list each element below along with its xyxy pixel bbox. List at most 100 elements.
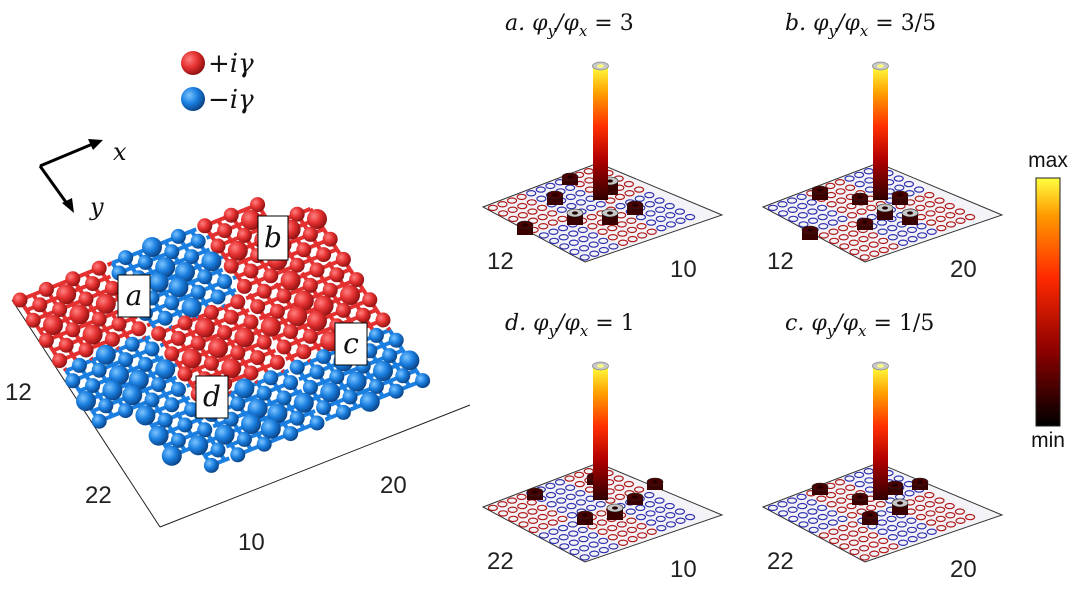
- panels: a. φy/φx = 3 12 10 b. φy/φx = 3/5 12 20 d. φy/…: [481, 11, 1004, 583]
- site-ring: [806, 199, 817, 206]
- site-ring: [557, 524, 569, 532]
- site-ring: [656, 224, 667, 232]
- site-ring: [945, 521, 957, 528]
- panel-b: b. φy/φx = 3/5 12 20: [761, 11, 1004, 283]
- gain-site: [210, 238, 226, 254]
- site-ring: [598, 546, 609, 554]
- site-ring: [665, 212, 676, 219]
- gain-site: [302, 328, 318, 344]
- site-ring: [575, 199, 587, 206]
- site-ring: [664, 202, 675, 210]
- site-ring: [888, 543, 899, 550]
- site-ring: [565, 193, 576, 201]
- site-ring: [917, 532, 928, 539]
- site-ring: [627, 535, 638, 543]
- site-ring: [827, 519, 838, 526]
- loss-site: [137, 254, 153, 270]
- site-ring: [848, 539, 859, 546]
- site-ring: [568, 530, 579, 537]
- gain-site: [91, 311, 107, 327]
- site-ring: [807, 517, 819, 524]
- site-ring: [844, 475, 855, 482]
- site-ring: [578, 545, 590, 552]
- site-ring: [627, 235, 638, 243]
- gain-site: [307, 311, 327, 331]
- loss-site: [95, 344, 116, 365]
- site-ring: [945, 512, 956, 519]
- site-ring: [827, 210, 838, 217]
- gain-site: [85, 276, 101, 292]
- loss-site: [184, 402, 200, 418]
- site-ring: [574, 480, 585, 488]
- loss-site: [91, 362, 107, 378]
- loss-site: [190, 233, 206, 249]
- gain-site: [230, 294, 246, 310]
- site-ring: [798, 521, 809, 528]
- site-ring: [613, 475, 624, 482]
- site-ring: [645, 510, 656, 517]
- panel-title: b. φy/φx = 3/5: [785, 11, 936, 40]
- gain-site: [52, 302, 68, 318]
- site-ring: [625, 508, 636, 515]
- site-ring: [626, 226, 638, 234]
- colorbar-max-label: max: [1028, 149, 1068, 172]
- site-ring: [836, 506, 847, 513]
- site-ring: [497, 501, 508, 508]
- gain-site: [313, 295, 334, 316]
- loss-site: [309, 415, 325, 431]
- gain-site: [280, 270, 301, 291]
- site-ring: [617, 530, 628, 537]
- gain-site-marker: [181, 51, 205, 75]
- site-ring: [807, 508, 818, 515]
- region-label-d: d: [203, 380, 221, 413]
- site-ring: [565, 493, 576, 501]
- site-ring: [835, 488, 846, 495]
- site-ring: [818, 232, 829, 239]
- loss-site: [247, 398, 268, 419]
- loss-site: [71, 357, 87, 373]
- site-ring: [837, 215, 848, 223]
- site-ring: [635, 513, 647, 521]
- amplitude-bar: [577, 515, 593, 525]
- site-ring: [954, 508, 966, 515]
- loss-site: [210, 289, 226, 305]
- site-ring: [655, 215, 666, 223]
- gain-site: [65, 271, 81, 287]
- site-ring: [497, 201, 508, 208]
- site-ring: [568, 239, 579, 246]
- site-ring: [574, 471, 585, 479]
- loss-site: [342, 389, 358, 405]
- legend: +iγ −iγ: [181, 49, 254, 115]
- loss-site: [289, 359, 305, 375]
- loss-site: [230, 447, 246, 463]
- site-ring: [844, 175, 855, 182]
- site-ring: [556, 497, 567, 504]
- site-ring: [674, 208, 686, 215]
- site-ring: [586, 204, 597, 212]
- site-ring: [655, 206, 666, 213]
- gain-site: [307, 209, 327, 229]
- site-ring: [685, 513, 696, 521]
- site-ring: [914, 186, 925, 193]
- loss-site: [263, 370, 279, 386]
- gain-site: [250, 197, 266, 213]
- loss-site: [241, 414, 261, 434]
- panel-tick: 20: [950, 256, 977, 283]
- site-ring: [646, 228, 657, 235]
- loss-site: [236, 431, 252, 447]
- site-ring: [907, 235, 918, 243]
- gain-site: [194, 317, 215, 338]
- loss-site: [267, 403, 288, 424]
- site-ring: [828, 537, 840, 545]
- gain-site: [302, 277, 318, 293]
- site-ring: [506, 497, 518, 504]
- site-ring: [796, 193, 807, 201]
- gain-site: [223, 207, 239, 223]
- site-ring: [518, 521, 529, 528]
- gain-site: [236, 227, 252, 243]
- gain-site: [302, 226, 318, 242]
- site-ring: [617, 539, 629, 546]
- peak-bar: [873, 366, 888, 500]
- site-ring: [807, 208, 818, 215]
- gain-site: [78, 291, 94, 307]
